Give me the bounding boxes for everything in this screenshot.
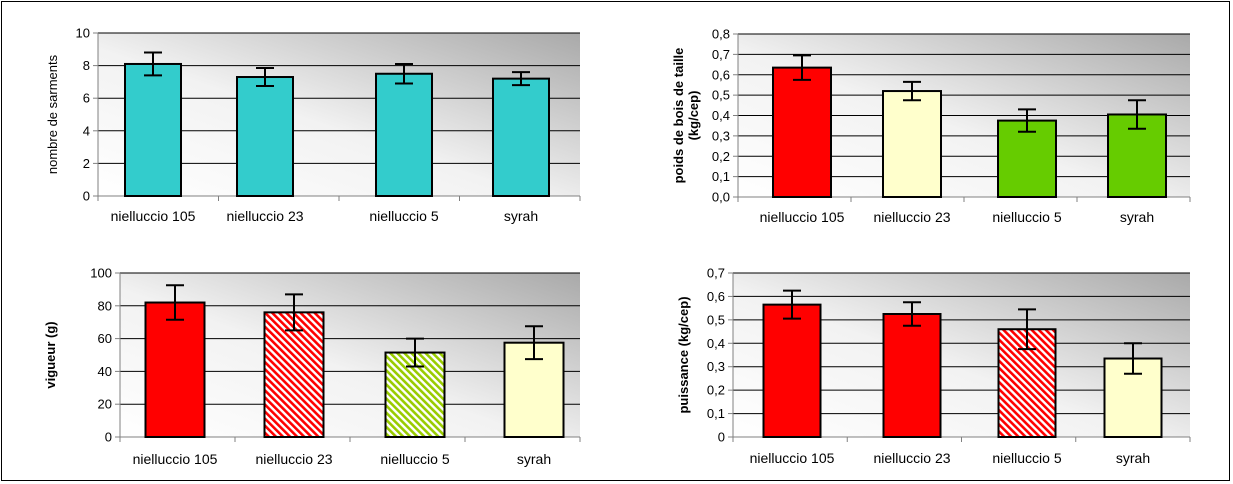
y-tick-label: 0 [83,189,90,204]
bar [1107,113,1167,198]
bar [375,72,433,197]
chart-4: 0 0,1 0,2 0,3 0,4 0,5 0,6 0,7 nielluccio 105 niel… [676,266,1191,466]
chart-1: 0 2 4 6 8 10 nielluccio 105 nielluccio 23 niellu… [45,26,581,224]
y-tick-label: 6 [83,91,90,106]
y-tick-label: 0,6 [707,289,725,304]
category-label: nielluccio 105 [111,208,196,224]
chart-2: 0,0 0,1 0,2 0,3 0,4 0,5 0,6 0,7 0,8 nielluccio 10… [671,27,1191,225]
category-label: nielluccio 105 [750,450,835,466]
bar [144,301,206,438]
bar [762,303,822,438]
y-tick-label: 0,1 [712,169,730,184]
category-label: nielluccio 105 [133,451,218,467]
y-tick-label: 0,3 [707,359,725,374]
y-tick-label: 0,1 [707,406,725,421]
y-axis-label: nombre de sarments [45,54,60,174]
category-label: nielluccio 5 [369,208,438,224]
y-axis-label: poids de bois de taille(kg/cep) [671,48,701,184]
category-label: syrah [504,208,538,224]
y-tick-label: 0 [105,430,112,445]
category-label: syrah [1116,450,1150,466]
y-tick-label: 0,4 [712,108,730,123]
y-tick-label: 10 [76,26,90,41]
category-label: syrah [1120,209,1154,225]
bar [772,66,832,199]
y-tick-label: 20 [98,397,112,412]
y-tick-label: 0 [718,430,725,445]
y-tick-label: 40 [98,364,112,379]
chart-3: 0 20 40 60 80 100 nielluccio 105 nielluccio 23 n… [43,266,581,467]
y-tick-label: 80 [98,298,112,313]
y-tick-label: 8 [83,58,90,73]
category-label: nielluccio 5 [992,450,1061,466]
y-tick-label: 0,2 [712,149,730,164]
y-tick-label: 0,5 [707,312,725,327]
bar [236,76,294,197]
y-axis-label: puissance (kg/cep) [676,296,691,413]
y-axis-label-line: poids de bois de taille [671,48,686,184]
category-label: syrah [517,451,551,467]
category-label: nielluccio 5 [992,209,1061,225]
category-label: nielluccio 23 [226,208,303,224]
y-tick-label: 0,0 [712,190,730,205]
bar [882,90,942,198]
y-tick-label: 0,4 [707,336,725,351]
y-tick-label: 0,7 [712,47,730,62]
category-label: nielluccio 23 [873,450,950,466]
y-tick-label: 0,3 [712,128,730,143]
y-axis-label: vigueur (g) [43,321,58,388]
y-tick-label: 0,2 [707,383,725,398]
y-tick-label: 0,6 [712,67,730,82]
bar [492,77,550,197]
bar [124,62,182,197]
y-tick-label: 4 [83,123,90,138]
y-axis-label-line: (kg/cep) [686,91,701,141]
category-label: nielluccio 105 [760,209,845,225]
y-tick-label: 60 [98,331,112,346]
y-tick-label: 0,8 [712,27,730,42]
category-label: nielluccio 23 [873,209,950,225]
category-label: nielluccio 23 [255,451,332,467]
bar [263,311,325,438]
y-tick-label: 0,5 [712,88,730,103]
y-tick-label: 100 [90,266,112,281]
y-tick-label: 0,7 [707,266,725,281]
bar [882,313,942,438]
y-tick-label: 2 [83,156,90,171]
category-label: nielluccio 5 [380,451,449,467]
